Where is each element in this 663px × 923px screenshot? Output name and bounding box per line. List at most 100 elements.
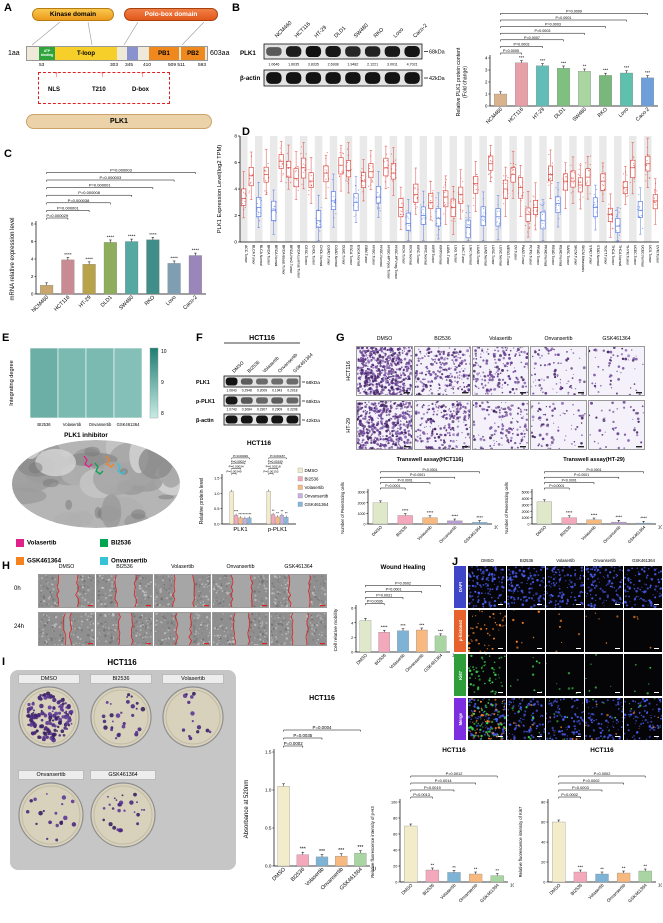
p-value: P=0.0001 (386, 588, 402, 592)
legend-label: DMSO (305, 468, 319, 473)
ligand-stick (94, 462, 104, 475)
wound-healing-micrograph (39, 613, 94, 645)
p-value: P=0.00218 (266, 465, 281, 469)
box (600, 173, 606, 191)
p-value: P<0.0001 (422, 468, 437, 472)
x-category: BRCA.Normal (274, 245, 278, 267)
kinase-domain-text: Kinase domain (49, 11, 97, 18)
significance: *** (519, 55, 525, 60)
x-category: STAD.Tumor (588, 245, 592, 265)
transwell-micrograph (531, 347, 586, 395)
x-category: Volasertib (439, 882, 457, 900)
legend-swatch (297, 493, 303, 499)
bar-chart-transwell-ht29: Transwell assay(HT-29) 0 1000 2000 3000 4000 5… (504, 457, 662, 544)
x-category: BI2536 (569, 882, 583, 896)
legend-swatch (100, 556, 108, 565)
p-value: P=0.0002 (284, 741, 303, 746)
bar (472, 522, 488, 525)
box (338, 157, 344, 175)
dish-label: Volasertib (162, 674, 224, 684)
legend-label: Volasertib (27, 539, 57, 547)
x-category: GSK461364 (479, 882, 500, 903)
significance: **** (616, 515, 623, 520)
transwell-image-grid: DMSO BI2536 Volasertib Onvansertib GSK461364… (336, 332, 663, 452)
x-category: BRCA-Her2.Tumor (289, 245, 293, 274)
y-axis-label: (Fold change) (463, 66, 469, 98)
band-quantification: 0.2909 (272, 408, 282, 412)
end-aa-label: 603aa (210, 50, 230, 57)
x-category: GSK461364 (627, 524, 647, 544)
significance: *** (603, 68, 609, 73)
significance: **** (640, 516, 647, 521)
protein-band (305, 45, 322, 58)
panel-j: J DMSO BI2536 Volasertib Onvansertib GSK4613… (452, 556, 663, 742)
treatment-header: BI2536 (116, 564, 133, 570)
x-category: Volasertib (389, 652, 407, 670)
if-image (585, 654, 623, 696)
significance: ** (622, 865, 626, 870)
t210-label: T210 (92, 87, 106, 93)
significance: **** (170, 255, 178, 261)
wound-healing-chart: Wound Healing 0 2 4 6 Cell relative mobility D… (330, 560, 454, 694)
wound-image (96, 612, 153, 646)
transwell-micrograph (415, 401, 470, 449)
bar (536, 65, 549, 107)
bar (378, 632, 390, 653)
x-category: Onvansertib (606, 882, 627, 903)
significance: **** (192, 248, 200, 254)
immunofluorescence-micrograph (546, 654, 584, 696)
legend-label: Onvansertib (305, 494, 329, 499)
bar (279, 514, 284, 525)
panel-i-title: HCT116 (107, 658, 137, 667)
scale-tick: 8 (161, 411, 164, 417)
legend-item: GSK461364 (16, 552, 100, 565)
lane-label: BI2536 (246, 359, 260, 373)
wound-healing-micrograph (213, 613, 268, 645)
significance: ** (431, 862, 435, 867)
bar (641, 77, 654, 107)
box (525, 207, 531, 222)
y-tick: 8 (31, 222, 34, 227)
y-tick: 1.5 (265, 750, 272, 755)
x-category: KICH.Normal (409, 245, 413, 265)
band-quantification: 4.7021 (407, 63, 418, 67)
nls-arrow-icon: ↑ (54, 69, 59, 79)
x-category: UCS.Tumor (648, 245, 652, 264)
kda-label: 42kDa (306, 418, 320, 424)
bar (620, 72, 633, 107)
x-category: DLD1 (553, 107, 567, 121)
x-category: BI2536 (374, 652, 388, 666)
if-image (507, 566, 545, 608)
bar (61, 259, 75, 295)
x-category: BRCA-Basal.Tumor (282, 245, 286, 276)
p-value: P=0.0002 (583, 778, 600, 783)
box (615, 218, 621, 233)
y-tick: 0.5 (265, 826, 272, 831)
bar (266, 491, 271, 525)
x-category: HNSC-HPVneg.Tumor (394, 245, 398, 280)
x-category: Onvansertib (458, 882, 479, 903)
aa-position: 345 (125, 63, 134, 68)
wound-image (38, 612, 95, 646)
p-value: P<0.0001 (398, 479, 413, 483)
western-blot-b: NCM460 HCT116 HT-29 DLD1 SW480 RKO Lovo Caco-2 P… (240, 2, 452, 98)
wound-healing-micrograph (213, 575, 268, 607)
protein-band (404, 45, 420, 58)
x-category: LUAD.Normal (484, 245, 488, 266)
p-value: P=0.0005 (503, 49, 519, 53)
bar-chart-plk1-protein: 0 1 2 3 4 Relative PLK1 protein content (Fold … (456, 9, 658, 125)
wound-image (270, 574, 327, 608)
bar (636, 522, 652, 525)
ligand-stick (116, 462, 126, 475)
bar (425, 869, 440, 883)
immunofluorescence-micrograph (468, 610, 506, 652)
y-tick: 1 (485, 92, 488, 97)
treatment-header: GSK461364 (284, 564, 313, 570)
x-category: Lovo (618, 107, 630, 119)
wound-image (212, 612, 269, 646)
box (503, 179, 509, 199)
y-axis-label: Relative fluorescence intensity of p-H3 (370, 806, 375, 878)
chart-title: Wound Healing (381, 564, 426, 571)
dish-label: Onvansertib (18, 770, 84, 780)
significance: *** (578, 864, 584, 869)
